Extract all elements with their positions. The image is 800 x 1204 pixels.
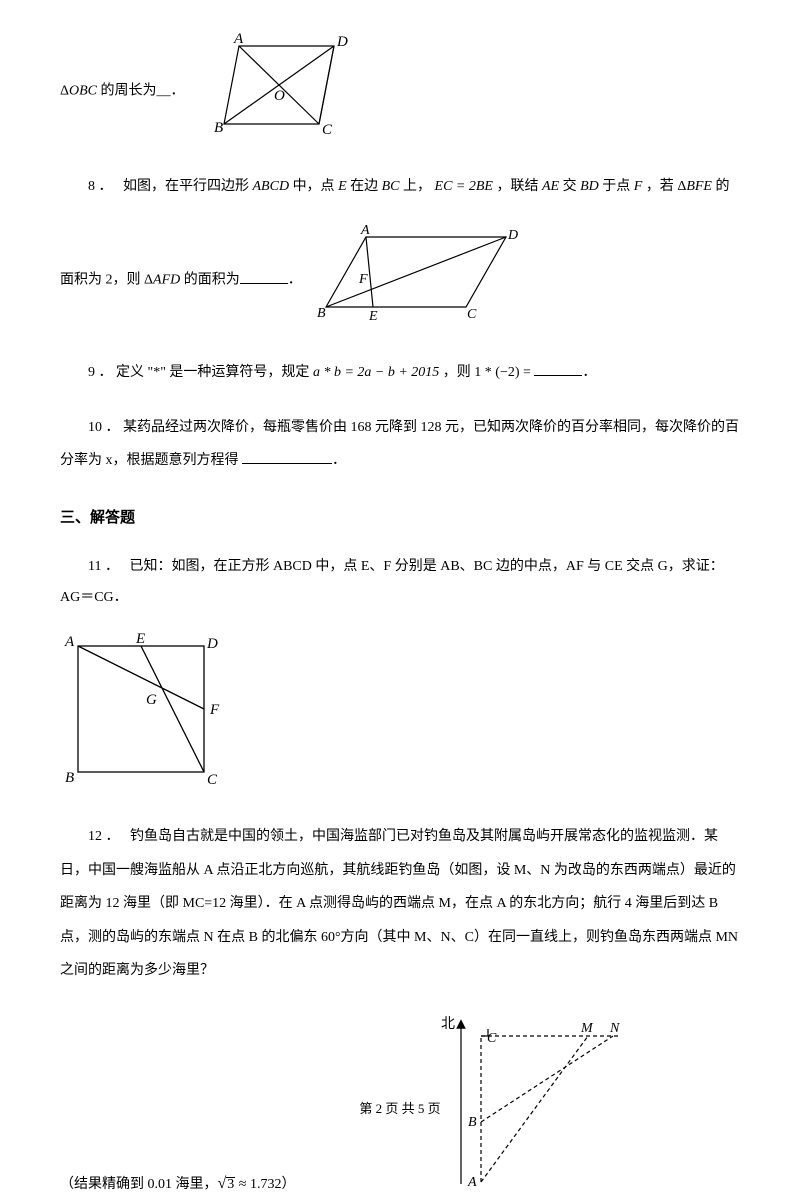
section-3-title: 三、解答题 [60, 506, 740, 530]
q9-m1: a * b = 2a − b + 2015 [313, 365, 439, 380]
q9-t2: ，则 [443, 365, 471, 380]
label-D2: D [507, 228, 518, 243]
q8-m3: BC [382, 179, 400, 194]
label-C3: C [207, 772, 218, 788]
q12-dot: ． [106, 829, 120, 844]
q8-line2b: 的面积为 [184, 273, 240, 288]
q8-t7: 于点 [602, 179, 630, 194]
label-C4: C [487, 1031, 497, 1046]
q8-t1: 如图，在平行四边形 [123, 179, 249, 194]
q9-m2: 1 * (−2) = [474, 365, 531, 380]
q8-dot: ． [99, 179, 113, 194]
q12-tail: （结果精确到 0.01 海里，√3 ≈ 1.732） [60, 1171, 295, 1204]
q10-body: 某药品经过两次降价，每瓶零售价由 168 元降到 128 元，已知两次降价的百分… [60, 420, 739, 469]
q8-t4: 上， [403, 179, 431, 194]
label-A2: A [360, 225, 370, 238]
label-A: A [233, 32, 244, 47]
square-figure: A D B C E F G [60, 632, 225, 790]
q11-num: 11 [88, 559, 101, 574]
q11-para: 11 ． 已知：如图，在正方形 ABCD 中，点 E、F 分别是 AB、BC 边… [60, 552, 740, 614]
q12-para: 12 ． 钓鱼岛自古就是中国的领土，中国海监部门已对钓鱼岛及其附属岛屿开展常态化… [60, 820, 740, 988]
label-F3: F [209, 702, 220, 718]
rhombus-figure: A D B C O [194, 32, 364, 150]
q8-m5: AE [542, 179, 559, 194]
q12-body: 钓鱼岛自古就是中国的领土，中国海监部门已对钓鱼岛及其附属岛屿开展常态化的监视监测… [60, 829, 738, 978]
q9-para: 9 ． 定义 "*" 是一种运算符号，规定 a * b = 2a − b + 2… [60, 358, 740, 389]
q8-m4: EC = 2BE [435, 179, 493, 194]
label-D3: D [206, 636, 218, 652]
label-N4: N [609, 1021, 620, 1036]
q8-blank [240, 270, 288, 284]
q8-t9: 的 [715, 179, 729, 194]
q7-delta: ΔOBC [60, 83, 97, 98]
label-B2: B [317, 306, 326, 321]
q8-line2: 面积为 2，则 ΔAFD 的面积为 ． A D B C E F [60, 225, 740, 336]
q9-dot: ． [99, 365, 113, 380]
label-O: O [274, 88, 285, 104]
q12-approx: ≈ 1.732 [235, 1177, 281, 1192]
q8-num: 8 [88, 179, 95, 194]
label-C2: C [467, 307, 477, 322]
parallelogram-figure: A D B C E F [311, 225, 521, 336]
q8-line2a: 面积为 2，则 [60, 273, 141, 288]
q10-blank [242, 450, 332, 464]
q9-tailp: ． [582, 365, 596, 380]
label-A3: A [64, 634, 75, 650]
q12-taila: （结果精确到 0.01 海里， [60, 1177, 218, 1192]
q11-dot: ． [105, 559, 119, 574]
q7-suffix: 的周长为__． [101, 83, 185, 98]
q8-t3: 在边 [350, 179, 378, 194]
q8-m1: ABCD [253, 179, 290, 194]
q8-m6: BD [580, 179, 599, 194]
label-A4: A [467, 1175, 477, 1190]
q9-t1: 定义 "*" 是一种运算符号，规定 [116, 365, 309, 380]
q8-para: 8 ． 如图，在平行四边形 ABCD 中，点 E 在边 BC 上， EC = 2… [60, 172, 740, 203]
label-G3: G [146, 692, 157, 708]
q11-body: 已知：如图，在正方形 ABCD 中，点 E、F 分别是 AB、BC 边的中点，A… [60, 559, 724, 605]
q10-dot: ． [106, 420, 120, 435]
sqrt-icon: √3 [218, 1171, 236, 1197]
q8-m8: ΔBFE [677, 179, 712, 194]
q9-num: 9 [88, 365, 95, 380]
sqrt-radicand: 3 [226, 1177, 235, 1192]
q8-tailp: ． [288, 273, 302, 288]
north-label: 北 [441, 1016, 455, 1032]
q10-num: 10 [88, 420, 102, 435]
label-E2: E [368, 309, 378, 323]
label-F2: F [358, 272, 368, 287]
q8-m2: E [338, 179, 347, 194]
q8-t5: ，联结 [496, 179, 538, 194]
q7-tail-line: ΔOBC 的周长为__． A D B C O [60, 32, 740, 150]
q8-t6: 交 [563, 179, 577, 194]
square-figure-wrap: A D B C E F G [60, 632, 740, 798]
label-E3: E [135, 632, 145, 647]
q9-blank [534, 362, 582, 376]
page-footer: 第 2 页 共 5 页 [0, 1099, 800, 1120]
label-B3: B [65, 770, 74, 786]
q8-t2: 中，点 [293, 179, 335, 194]
q8-m7: F [634, 179, 643, 194]
q10-tailp: ． [332, 453, 346, 468]
label-M4: M [580, 1021, 594, 1036]
label-B: B [214, 120, 223, 136]
q8-m9: ΔAFD [144, 273, 180, 288]
q12-num: 12 [88, 829, 102, 844]
label-D: D [336, 34, 348, 50]
label-C: C [322, 122, 333, 138]
q12-tailb: ） [281, 1177, 295, 1192]
q10-para: 10 ． 某药品经过两次降价，每瓶零售价由 168 元降到 128 元，已知两次… [60, 411, 740, 478]
q8-t8: ，若 [646, 179, 674, 194]
